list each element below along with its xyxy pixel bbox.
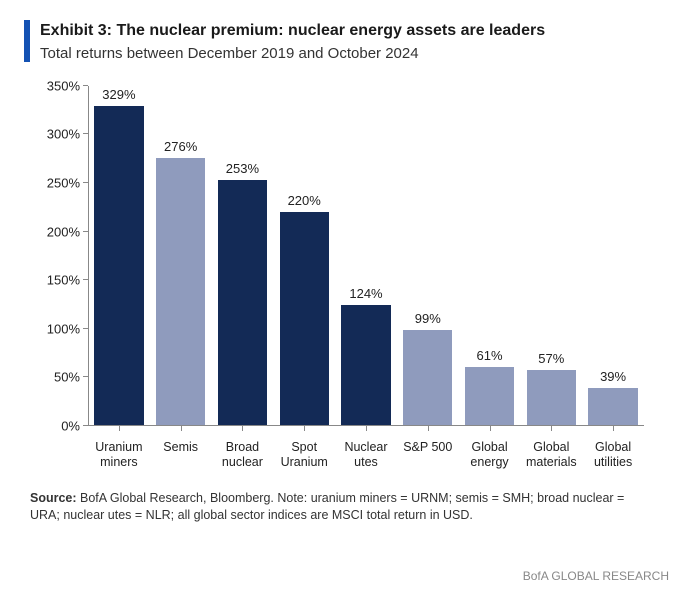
bar: 276% (156, 158, 205, 426)
x-tick-label: S&P 500 (397, 434, 459, 480)
y-tick-label: 200% (30, 224, 80, 239)
y-tick-label: 0% (30, 418, 80, 433)
bar-value-label: 124% (341, 286, 390, 301)
bar: 253% (218, 180, 267, 426)
x-tick-mark (181, 426, 182, 431)
bar: 61% (465, 367, 514, 426)
x-tick-label: Nuclearutes (335, 434, 397, 480)
attribution: BofA GLOBAL RESEARCH (523, 569, 669, 583)
x-tick-mark (242, 426, 243, 431)
bar-value-label: 61% (465, 348, 514, 363)
bar: 99% (403, 330, 452, 426)
x-tick-label: Uraniumminers (88, 434, 150, 480)
source-note: Source: BofA Global Research, Bloomberg.… (30, 490, 650, 525)
y-tick-label: 300% (30, 127, 80, 142)
chart-header: Exhibit 3: The nuclear premium: nuclear … (24, 20, 665, 64)
plot-area: 329%276%253%220%124%99%61%57%39% (88, 86, 644, 426)
y-tick-mark (83, 279, 88, 280)
y-tick-mark (83, 231, 88, 232)
x-tick-mark (551, 426, 552, 431)
y-tick-mark (83, 182, 88, 183)
y-tick-mark (83, 328, 88, 329)
y-tick-label: 150% (30, 273, 80, 288)
y-tick-label: 250% (30, 176, 80, 191)
bar-value-label: 329% (94, 87, 143, 102)
bar-value-label: 99% (403, 311, 452, 326)
bar: 39% (588, 388, 637, 426)
x-tick-label: Globalutilities (582, 434, 644, 480)
chart-subtitle: Total returns between December 2019 and … (40, 44, 665, 64)
bar: 220% (280, 212, 329, 426)
bar: 124% (341, 305, 390, 425)
x-tick-label: Globalmaterials (520, 434, 582, 480)
y-tick-mark (83, 85, 88, 86)
y-tick-mark (83, 376, 88, 377)
y-tick-mark (83, 425, 88, 426)
x-tick-label: Broadnuclear (212, 434, 274, 480)
bar: 57% (527, 370, 576, 425)
bar-value-label: 220% (280, 193, 329, 208)
chart-title: Exhibit 3: The nuclear premium: nuclear … (40, 20, 665, 42)
bar-value-label: 57% (527, 351, 576, 366)
x-tick-mark (366, 426, 367, 431)
x-tick-mark (490, 426, 491, 431)
bar-value-label: 39% (588, 369, 637, 384)
accent-bar (24, 20, 30, 62)
bar-value-label: 276% (156, 139, 205, 154)
x-tick-label: Semis (150, 434, 212, 480)
y-tick-label: 350% (30, 78, 80, 93)
bar: 329% (94, 106, 143, 426)
y-tick-label: 50% (30, 370, 80, 385)
x-tick-mark (119, 426, 120, 431)
y-tick-label: 100% (30, 321, 80, 336)
x-tick-label: Globalenergy (459, 434, 521, 480)
source-label: Source: (30, 491, 77, 505)
x-tick-mark (428, 426, 429, 431)
y-axis-line (88, 86, 89, 426)
bar-value-label: 253% (218, 161, 267, 176)
y-tick-mark (83, 133, 88, 134)
x-tick-mark (613, 426, 614, 431)
x-tick-mark (304, 426, 305, 431)
x-tick-label: SpotUranium (273, 434, 335, 480)
bar-chart: 329%276%253%220%124%99%61%57%39% 0%50%10… (30, 80, 650, 480)
title-block: Exhibit 3: The nuclear premium: nuclear … (40, 20, 665, 64)
source-text: BofA Global Research, Bloomberg. Note: u… (30, 491, 624, 523)
